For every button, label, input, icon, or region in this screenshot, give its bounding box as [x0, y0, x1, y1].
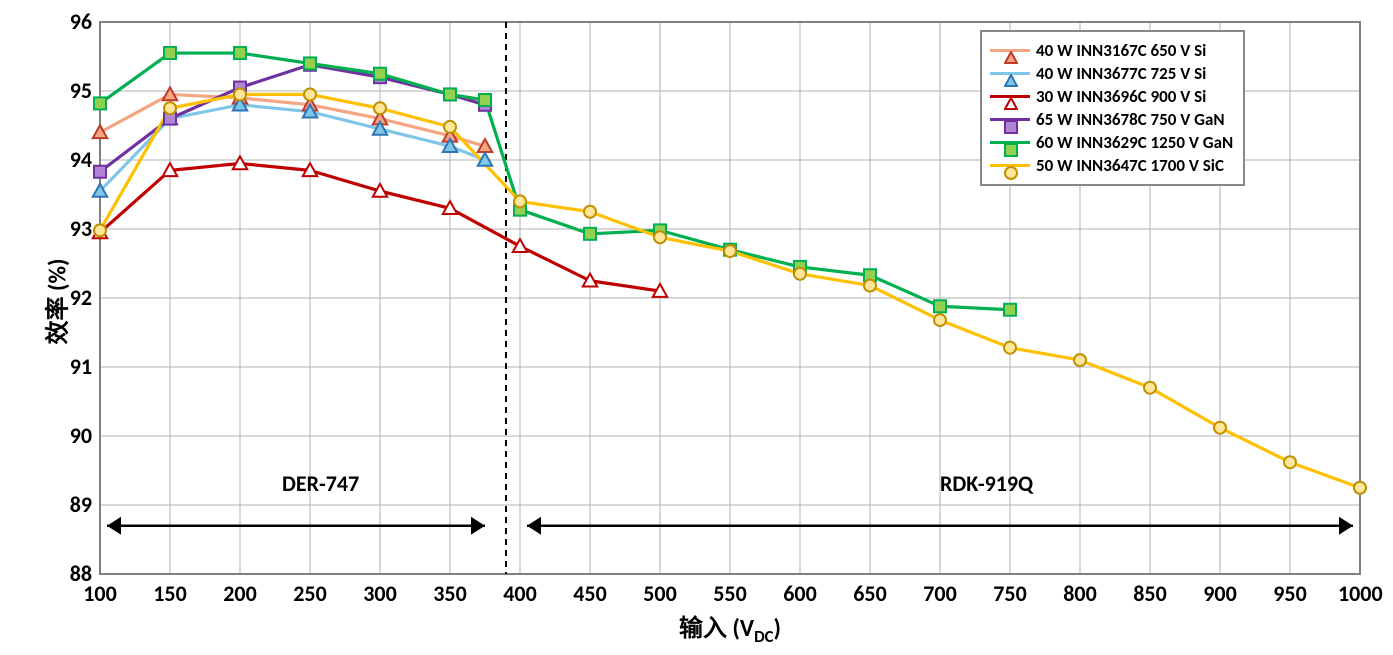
region-label-rdk919q: RDK-919Q [940, 470, 1033, 497]
y-tick-label: 92 [70, 284, 92, 311]
x-tick-label: 750 [988, 580, 1032, 607]
legend-item: 60 W INN3629C 1250 V GaN [990, 132, 1233, 153]
x-tick-label: 250 [288, 580, 332, 607]
x-tick-label: 550 [708, 580, 752, 607]
x-axis-label-text: 输入 (V [679, 614, 754, 643]
y-tick-label: 95 [70, 77, 92, 104]
x-axis-label-tail: ) [774, 614, 781, 643]
legend-label: 50 W INN3647C 1700 V SiC [1036, 155, 1224, 176]
legend-swatch [990, 67, 1030, 81]
x-tick-label: 400 [498, 580, 542, 607]
legend-swatch [990, 136, 1030, 150]
legend-item: 30 W INN3696C 900 V Si [990, 86, 1233, 107]
x-axis-label: 输入 (VDC) [650, 608, 810, 647]
legend: 40 W INN3167C 650 V Si 40 W INN3677C 725… [980, 30, 1245, 186]
x-tick-label: 800 [1058, 580, 1102, 607]
legend-item: 40 W INN3677C 725 V Si [990, 63, 1233, 84]
x-tick-label: 350 [428, 580, 472, 607]
x-tick-label: 650 [848, 580, 892, 607]
efficiency-chart: 效率 (%) 输入 (VDC) DER-747 RDK-919Q 40 W IN… [0, 0, 1393, 655]
y-tick-label: 93 [70, 215, 92, 242]
legend-label: 40 W INN3167C 650 V Si [1036, 40, 1206, 61]
x-tick-label: 1000 [1338, 580, 1382, 607]
x-tick-label: 900 [1198, 580, 1242, 607]
x-tick-label: 300 [358, 580, 402, 607]
x-tick-label: 950 [1268, 580, 1312, 607]
x-axis-label-sub: DC [754, 626, 773, 647]
x-tick-label: 600 [778, 580, 822, 607]
x-tick-label: 150 [148, 580, 192, 607]
legend-label: 65 W INN3678C 750 V GaN [1036, 109, 1225, 130]
legend-label: 40 W INN3677C 725 V Si [1036, 63, 1206, 84]
region-label-der747: DER-747 [282, 470, 359, 497]
y-tick-label: 89 [70, 491, 92, 518]
y-tick-label: 90 [70, 422, 92, 449]
legend-item: 50 W INN3647C 1700 V SiC [990, 155, 1233, 176]
legend-swatch [990, 90, 1030, 104]
y-tick-label: 88 [70, 560, 92, 587]
legend-item: 40 W INN3167C 650 V Si [990, 40, 1233, 61]
y-axis-label: 效率 (%) [37, 259, 72, 345]
x-tick-label: 700 [918, 580, 962, 607]
legend-label: 30 W INN3696C 900 V Si [1036, 86, 1206, 107]
x-tick-label: 500 [638, 580, 682, 607]
legend-label: 60 W INN3629C 1250 V GaN [1036, 132, 1233, 153]
legend-swatch [990, 113, 1030, 127]
x-tick-label: 450 [568, 580, 612, 607]
legend-swatch [990, 159, 1030, 173]
y-tick-label: 96 [70, 8, 92, 35]
legend-swatch [990, 44, 1030, 58]
y-tick-label: 94 [70, 146, 92, 173]
legend-item: 65 W INN3678C 750 V GaN [990, 109, 1233, 130]
y-tick-label: 91 [70, 353, 92, 380]
x-tick-label: 850 [1128, 580, 1172, 607]
x-tick-label: 200 [218, 580, 262, 607]
